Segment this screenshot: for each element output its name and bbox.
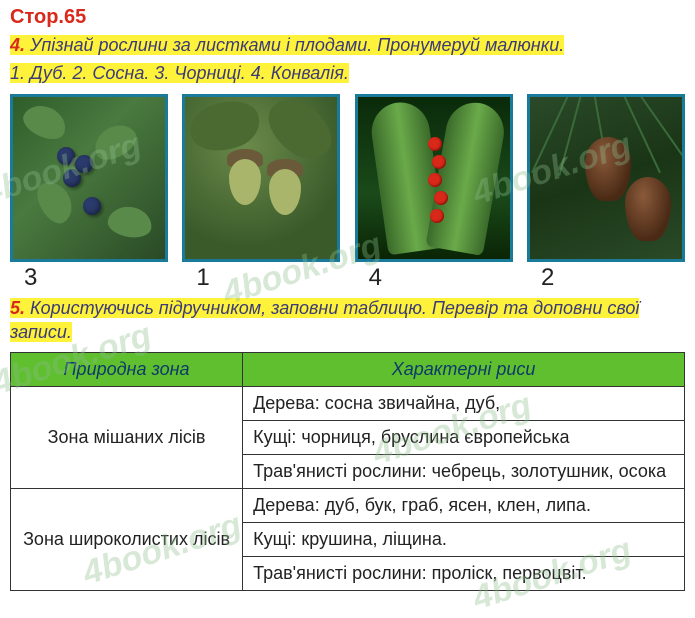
zones-table: Природна зона Характерні риси Зона мішан… (10, 352, 685, 591)
image-block-1: 3 (10, 94, 168, 292)
trait-cell: Дерева: дуб, бук, граб, ясен, клен, липа… (243, 489, 685, 523)
lily-of-valley-image (355, 94, 513, 262)
trait-cell: Кущі: крушина, ліщина. (243, 523, 685, 557)
task5-number: 5. (10, 298, 25, 318)
image-block-4: 2 (527, 94, 685, 292)
trait-cell: Трав'янисті рослини: проліск, первоцвіт. (243, 557, 685, 591)
task4-answers: 1. Дуб. 2. Сосна. 3. Чорниці. 4. Конвалі… (10, 63, 349, 83)
oak-acorn-image (182, 94, 340, 262)
image-caption-1: 3 (10, 262, 41, 292)
blueberry-image (10, 94, 168, 262)
table-row: Зона мішаних лісів Дерева: сосна звичайн… (11, 387, 685, 421)
task5-prompt: Користуючись підручником, заповни таблиц… (10, 298, 639, 342)
pine-cone-image (527, 94, 685, 262)
task4-line1: 4. Упізнай рослини за листками і плодами… (0, 31, 695, 59)
task4-prompt: Упізнай рослини за листками і плодами. П… (30, 35, 564, 55)
image-caption-4: 2 (527, 262, 558, 292)
image-block-3: 4 (355, 94, 513, 292)
image-block-2: 1 (182, 94, 340, 292)
task4-line2: 1. Дуб. 2. Сосна. 3. Чорниці. 4. Конвалі… (0, 59, 695, 87)
page-heading: Стор.65 (0, 0, 695, 31)
zone-cell-broadleaf: Зона широколистих лісів (11, 489, 243, 591)
task4-number: 4. (10, 35, 25, 55)
trait-cell: Дерева: сосна звичайна, дуб, (243, 387, 685, 421)
images-row: 3 1 4 (0, 88, 695, 292)
zone-cell-mixed: Зона мішаних лісів (11, 387, 243, 489)
trait-cell: Кущі: чорниця, бруслина європейська (243, 421, 685, 455)
table-header-row: Природна зона Характерні риси (11, 353, 685, 387)
trait-cell: Трав'янисті рослини: чебрець, золотушник… (243, 455, 685, 489)
table-header-zone: Природна зона (11, 353, 243, 387)
table-header-traits: Характерні риси (243, 353, 685, 387)
image-caption-3: 4 (355, 262, 386, 292)
table-row: Зона широколистих лісів Дерева: дуб, бук… (11, 489, 685, 523)
task5-line: 5. Користуючись підручником, заповни таб… (0, 294, 695, 347)
image-caption-2: 1 (182, 262, 213, 292)
